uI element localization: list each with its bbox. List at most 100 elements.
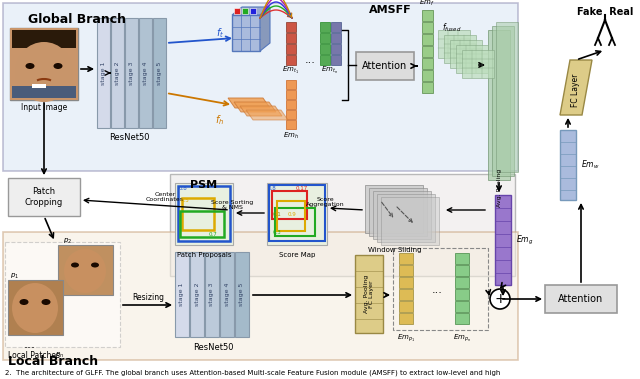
- Bar: [365, 185, 423, 233]
- Bar: [286, 120, 296, 129]
- Bar: [269, 185, 325, 241]
- Bar: [399, 277, 413, 288]
- Bar: [331, 22, 341, 32]
- Bar: [450, 40, 482, 68]
- Text: FC Layer: FC Layer: [572, 73, 580, 106]
- Bar: [234, 8, 240, 14]
- Text: $p_2$: $p_2$: [63, 236, 72, 246]
- Text: Attention: Attention: [362, 61, 408, 71]
- Bar: [286, 100, 296, 109]
- Bar: [455, 277, 469, 288]
- Bar: [320, 33, 330, 43]
- Text: $Em_{t_n}$: $Em_{t_n}$: [321, 64, 339, 75]
- Bar: [10, 28, 78, 100]
- Text: Patch
Cropping: Patch Cropping: [25, 187, 63, 207]
- Bar: [175, 183, 233, 245]
- Bar: [399, 313, 413, 324]
- Polygon shape: [560, 60, 592, 115]
- Bar: [3, 3, 518, 171]
- Bar: [399, 301, 413, 312]
- Bar: [422, 10, 433, 21]
- Text: 0.1: 0.1: [273, 213, 282, 218]
- Bar: [462, 50, 494, 78]
- Bar: [373, 191, 431, 239]
- Bar: [488, 30, 510, 180]
- Ellipse shape: [19, 299, 29, 305]
- Text: $f_h$: $f_h$: [216, 113, 225, 127]
- Bar: [286, 90, 296, 99]
- Bar: [286, 80, 296, 89]
- Text: Avg. Pooling
FC Layer: Avg. Pooling FC Layer: [364, 275, 374, 313]
- Text: Score Map: Score Map: [279, 252, 315, 258]
- Bar: [170, 174, 515, 276]
- Text: stage 5: stage 5: [239, 282, 244, 306]
- Text: stage 1: stage 1: [100, 61, 106, 85]
- Bar: [455, 265, 469, 276]
- Bar: [286, 22, 296, 32]
- Text: stage 2: stage 2: [115, 61, 120, 85]
- Bar: [178, 186, 230, 241]
- Bar: [455, 289, 469, 300]
- Polygon shape: [234, 102, 276, 112]
- Bar: [153, 18, 166, 128]
- Bar: [422, 34, 433, 45]
- Text: Score
Aggregation: Score Aggregation: [306, 197, 344, 207]
- Text: ResNet50: ResNet50: [193, 343, 233, 351]
- Bar: [10, 28, 78, 100]
- Text: 0.8: 0.8: [268, 185, 276, 191]
- Polygon shape: [232, 7, 270, 15]
- Bar: [455, 301, 469, 312]
- Text: $p_n$: $p_n$: [55, 351, 64, 360]
- Bar: [220, 252, 234, 337]
- Bar: [355, 255, 383, 333]
- Bar: [399, 265, 413, 276]
- Text: Local Patches: Local Patches: [8, 351, 60, 360]
- Bar: [393, 248, 488, 330]
- Bar: [111, 18, 124, 128]
- Bar: [455, 253, 469, 264]
- Ellipse shape: [54, 63, 63, 69]
- Bar: [381, 197, 439, 245]
- Text: stage 3: stage 3: [129, 61, 134, 85]
- Polygon shape: [260, 7, 270, 51]
- Text: stage 4: stage 4: [143, 61, 147, 85]
- Text: $f_{fused}$: $f_{fused}$: [442, 22, 461, 34]
- Bar: [560, 130, 576, 200]
- Bar: [286, 33, 296, 43]
- Text: Avg. Pooling: Avg. Pooling: [497, 169, 502, 207]
- Text: stage 5: stage 5: [157, 61, 161, 85]
- Bar: [331, 44, 341, 54]
- Text: 0.7: 0.7: [209, 232, 218, 238]
- Text: ...: ...: [305, 55, 316, 65]
- Text: Attention: Attention: [558, 294, 604, 304]
- Text: $Em_h$: $Em_h$: [283, 131, 299, 141]
- Bar: [58, 245, 113, 295]
- Bar: [8, 178, 80, 216]
- Bar: [205, 252, 219, 337]
- Text: $Em_{p_1}$: $Em_{p_1}$: [397, 332, 415, 344]
- Text: ResNet50: ResNet50: [109, 133, 149, 143]
- Bar: [422, 46, 433, 57]
- Text: Global Branch: Global Branch: [28, 13, 126, 26]
- Text: $Em_{t_1}$: $Em_{t_1}$: [282, 64, 300, 75]
- Text: $Em_g$: $Em_g$: [516, 233, 534, 247]
- Bar: [286, 110, 296, 119]
- Bar: [32, 84, 46, 88]
- Bar: [422, 82, 433, 93]
- Polygon shape: [240, 106, 282, 116]
- Text: Fake  Real: Fake Real: [577, 7, 633, 17]
- Bar: [495, 195, 511, 285]
- Bar: [422, 58, 433, 69]
- Text: $p_1$: $p_1$: [10, 271, 19, 280]
- Text: PSM: PSM: [190, 180, 217, 190]
- Ellipse shape: [12, 283, 58, 333]
- Ellipse shape: [42, 299, 51, 305]
- Text: Patch Proposals: Patch Proposals: [177, 252, 231, 258]
- Text: Input Image: Input Image: [21, 103, 67, 113]
- Ellipse shape: [91, 263, 99, 268]
- Bar: [286, 44, 296, 54]
- Bar: [438, 30, 470, 58]
- Bar: [356, 52, 414, 80]
- Bar: [399, 289, 413, 300]
- Text: AMSFF: AMSFF: [369, 5, 412, 15]
